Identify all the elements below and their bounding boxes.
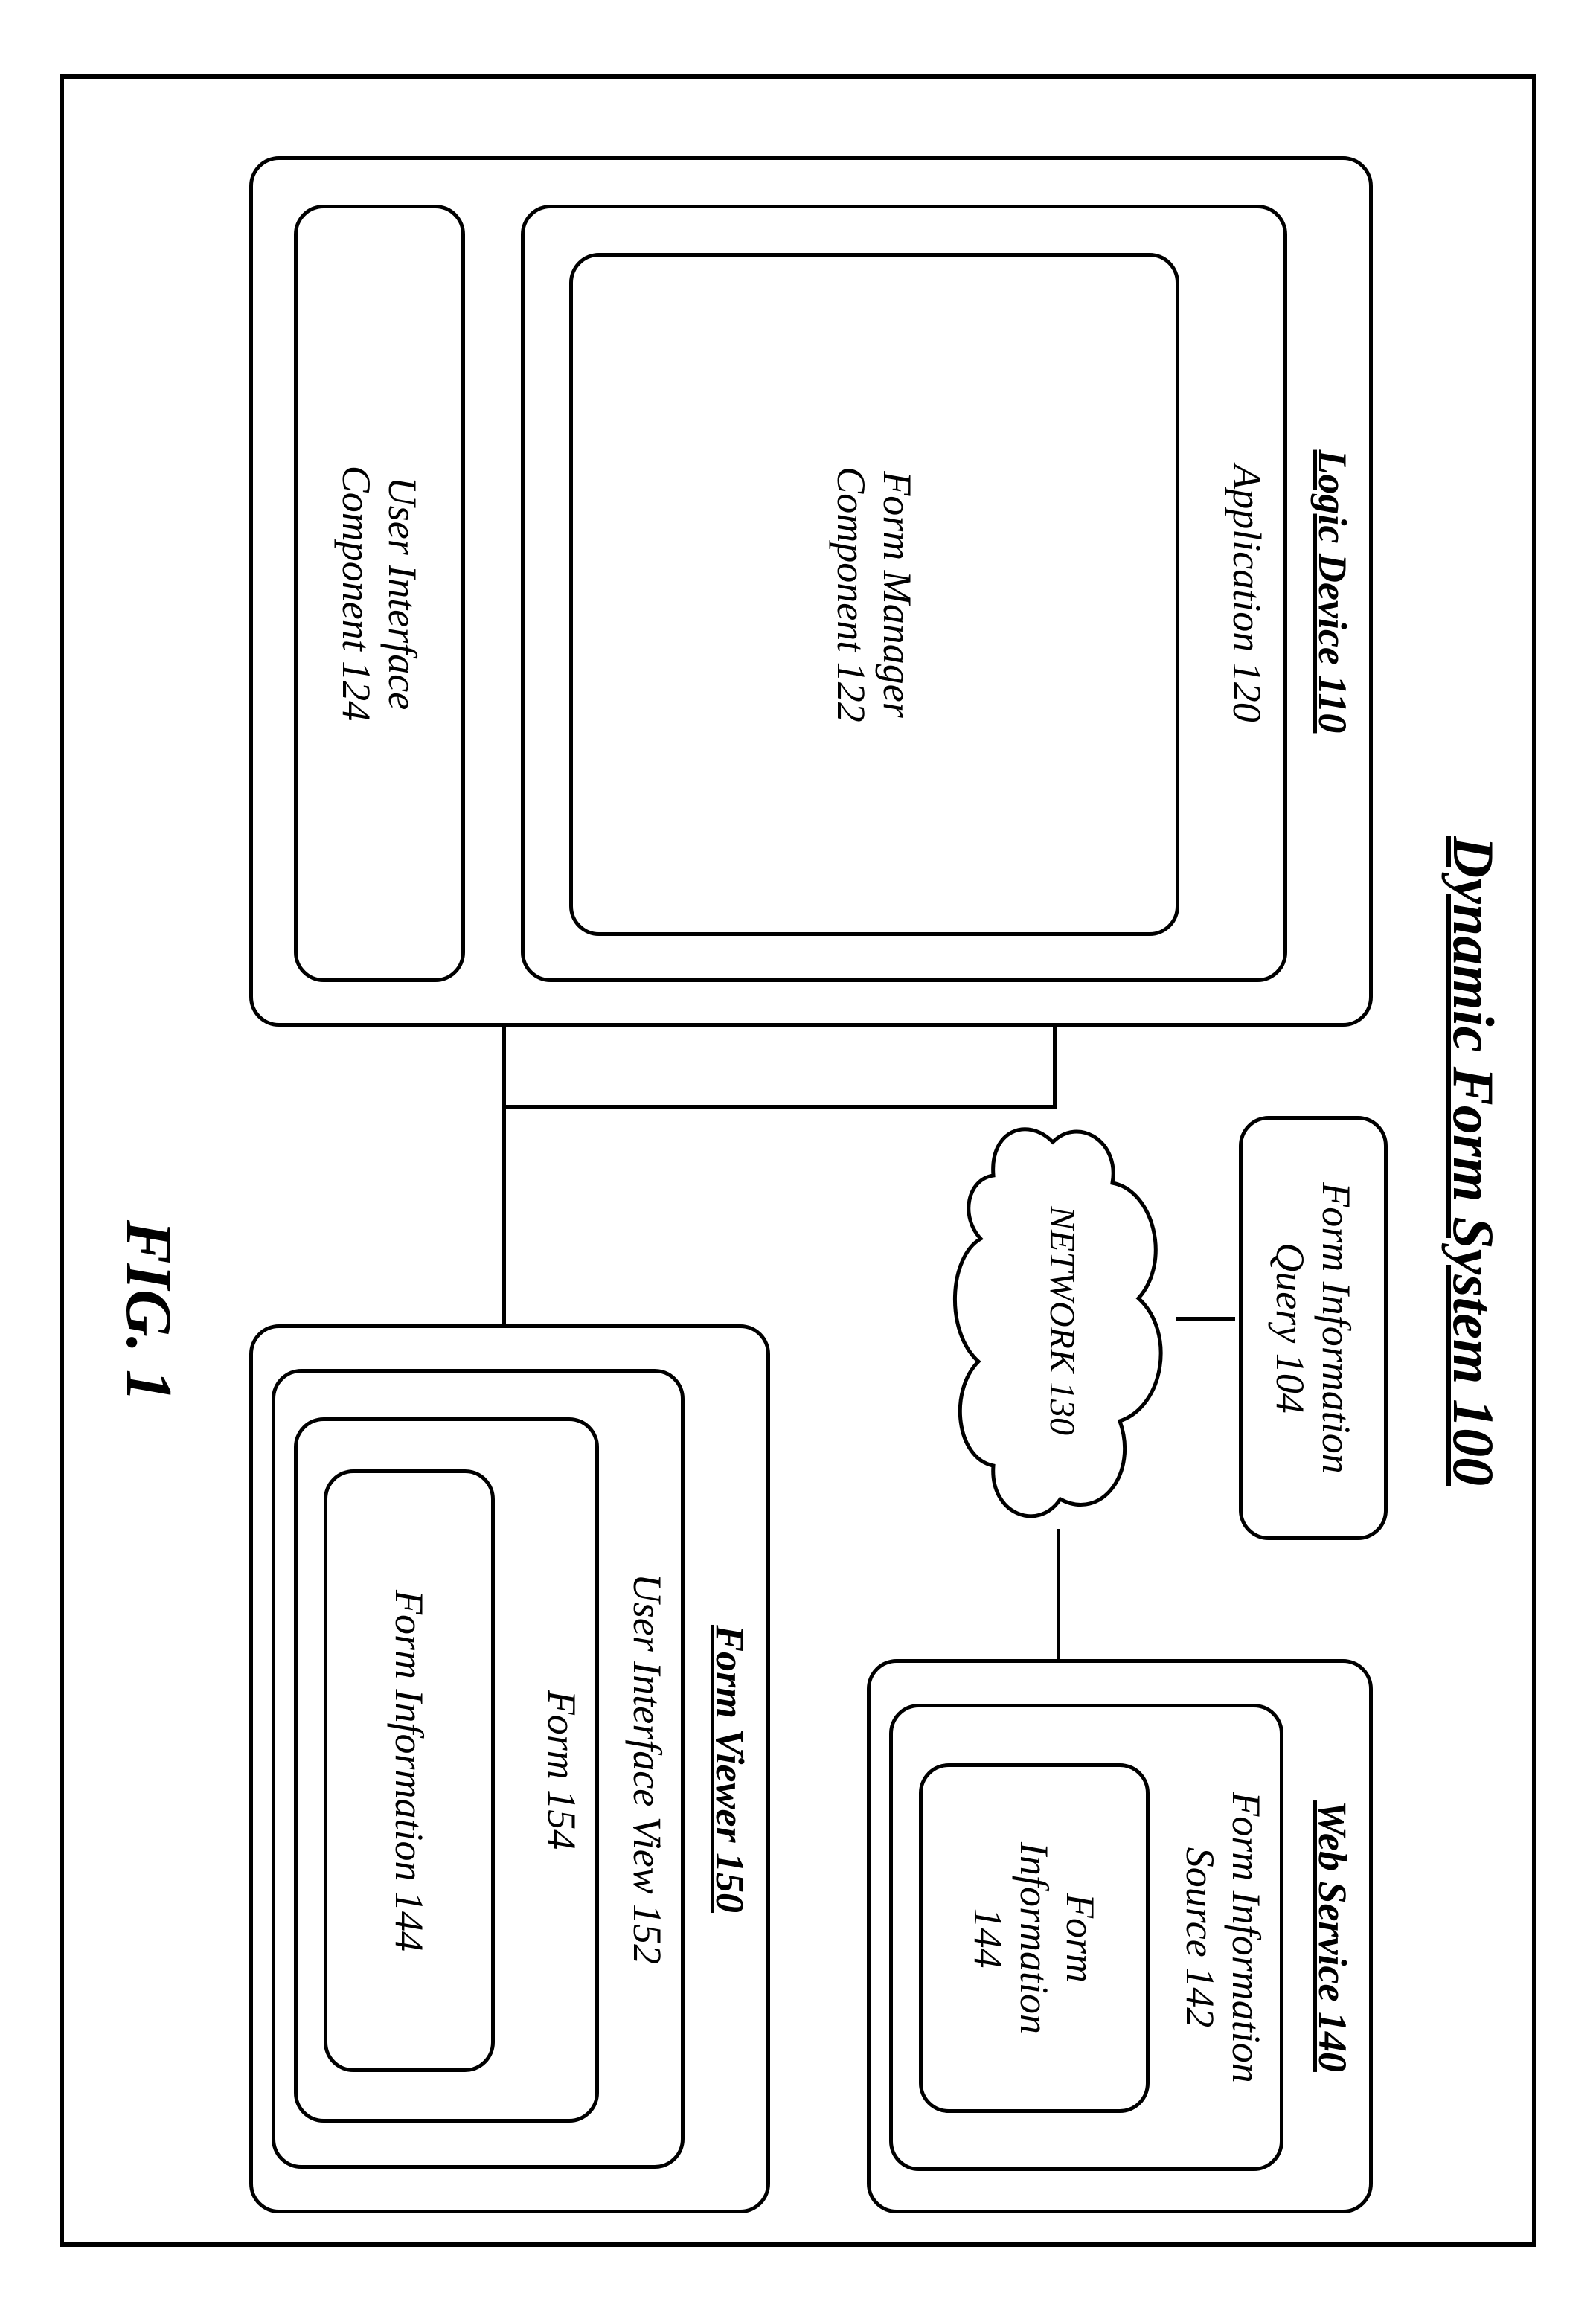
form-info-source-line1: Form Information	[1223, 1707, 1269, 2167]
form-info-query-box: Form Information Query 104	[1239, 1116, 1388, 1540]
form-manager-box: Form Manager Component 122	[569, 253, 1179, 936]
form-info-query-line2: Query 104	[1267, 1120, 1313, 1536]
form-info-144b-label: Form Information 144	[386, 1590, 432, 1951]
form-info-source-line2: Source 142	[1177, 1707, 1223, 2167]
web-service-label: Web Service 140	[1310, 1663, 1356, 2210]
ui-view-label: User Interface View 152	[624, 1373, 670, 2165]
connector	[1057, 1529, 1060, 1663]
form-viewer-label: Form Viewer 150	[707, 1328, 753, 2210]
connector	[1176, 1317, 1235, 1321]
system-title: Dynamic Form System 100	[1440, 0, 1507, 2322]
form-info-144b-box: Form Information 144	[324, 1469, 495, 2072]
form-info-144a-line2: Information	[1011, 1767, 1057, 2109]
connector	[502, 1027, 506, 1328]
ui-component-line1: User Interface	[379, 208, 426, 978]
network-label: NETWORK 130	[1042, 1101, 1083, 1540]
form-manager-line2: Component 122	[828, 257, 874, 932]
ui-component-line2: Component 124	[333, 208, 379, 978]
connector	[502, 1105, 1057, 1109]
form-154-label: Form 154	[539, 1421, 585, 2119]
ui-component-box: User Interface Component 124	[294, 205, 465, 982]
form-info-144a-line3: 144	[965, 1767, 1011, 2109]
form-info-144a-line1: Form	[1057, 1767, 1103, 2109]
form-info-144a-box: Form Information 144	[919, 1763, 1150, 2113]
form-info-query-line1: Form Information	[1313, 1120, 1359, 1536]
logic-device-label: Logic Device 110	[1310, 160, 1356, 1023]
form-manager-line1: Form Manager	[874, 257, 920, 932]
connector	[1053, 1027, 1057, 1105]
application-label: Application 120	[1224, 208, 1270, 978]
figure-caption: FIG. 1	[111, 1220, 186, 1402]
diagram-canvas: Dynamic Form System 100 Form Information…	[0, 0, 1596, 2322]
